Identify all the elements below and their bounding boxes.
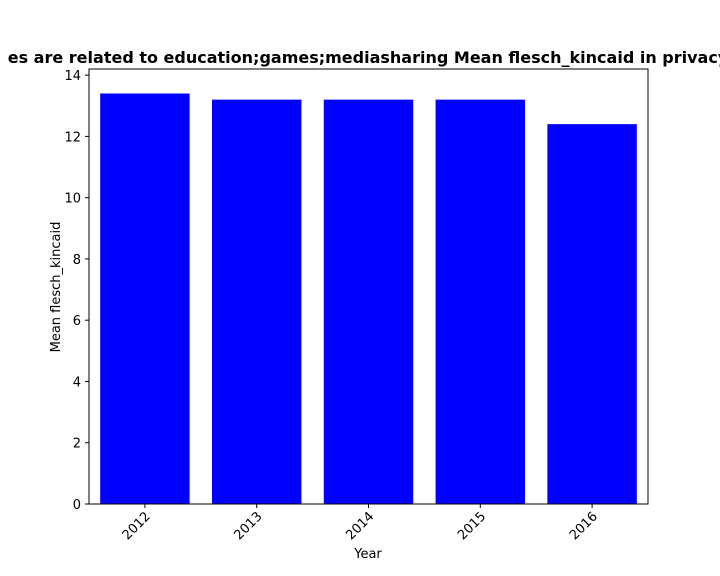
bars-group <box>100 93 637 505</box>
x-tick-label-2015: 2015 <box>455 509 489 543</box>
y-tick-label: 10 <box>64 192 81 207</box>
bar-2016 <box>547 124 637 505</box>
bar-2013 <box>211 99 302 505</box>
bar-2015 <box>435 99 526 505</box>
y-tick-label: 14 <box>64 69 81 84</box>
y-axis: 0 2 4 6 8 10 12 14 <box>64 69 89 513</box>
chart-title: es are related to education;games;medias… <box>8 48 720 67</box>
x-tick-label-2012: 2012 <box>120 509 154 543</box>
x-tick-label-2016: 2016 <box>567 509 601 543</box>
y-tick-label: 12 <box>64 130 81 145</box>
x-tick-label-2014: 2014 <box>343 509 377 543</box>
x-axis: 2012 2013 2014 2015 2016 <box>120 504 601 543</box>
y-tick-label: 4 <box>73 375 81 390</box>
y-axis-label: Mean flesch_kincaid <box>49 222 64 353</box>
y-tick-label: 6 <box>73 314 81 329</box>
y-tick-label: 0 <box>73 498 81 513</box>
bar-2014 <box>323 99 414 505</box>
y-tick-label: 8 <box>73 253 81 268</box>
bar-2012 <box>100 93 190 504</box>
x-axis-label: Year <box>353 547 382 562</box>
y-tick-label: 2 <box>73 437 81 452</box>
x-tick-label-2013: 2013 <box>232 509 266 543</box>
